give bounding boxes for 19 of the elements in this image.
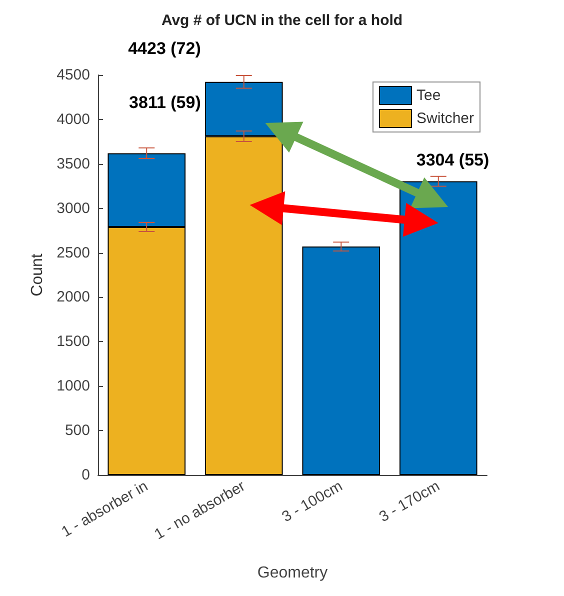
y-tick-label: 500 bbox=[64, 422, 90, 440]
legend-label: Switcher bbox=[416, 110, 474, 127]
y-tick-label: 1000 bbox=[56, 378, 90, 395]
y-tick-label: 3500 bbox=[56, 155, 90, 172]
y-tick-label: 4000 bbox=[56, 110, 90, 128]
annotation: 3304 (55) bbox=[416, 150, 490, 170]
bar bbox=[302, 246, 380, 475]
annotation: 4423 (72) bbox=[128, 38, 201, 58]
y-tick-label: 0 bbox=[82, 466, 90, 484]
y-tick-label: 2000 bbox=[56, 288, 90, 306]
y-tick-label: 4500 bbox=[56, 66, 90, 84]
annotation: 3811 (59) bbox=[129, 93, 201, 112]
chart-title: Avg # of UCN in the cell for a hold bbox=[161, 12, 403, 29]
y-tick-label: 3000 bbox=[56, 200, 90, 217]
legend-label: Tee bbox=[416, 87, 441, 104]
y-tick-label: 2500 bbox=[56, 244, 90, 262]
y-tick-label: 1500 bbox=[56, 333, 90, 350]
y-axis-title: Count bbox=[29, 253, 46, 296]
x-axis-title: Geometry bbox=[257, 564, 328, 582]
